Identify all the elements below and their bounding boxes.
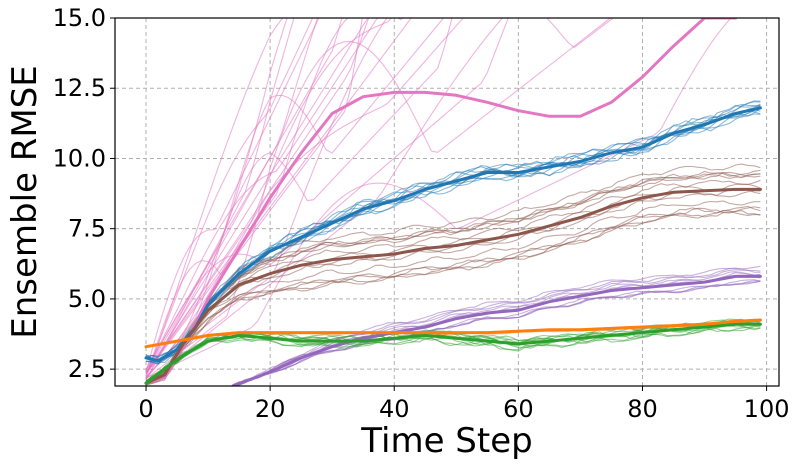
- plot-frame: [114, 17, 780, 387]
- x-axis-label: Time Step: [360, 421, 532, 461]
- x-tick-label: 60: [503, 395, 534, 423]
- ensemble-member-line: [233, 280, 761, 386]
- ensemble-member-line: [145, 18, 504, 384]
- ensemble-member-line: [145, 18, 412, 375]
- ensemble-member-line: [145, 18, 732, 379]
- y-tick-label: 7.5: [68, 215, 106, 243]
- ensemble-member-line: [145, 200, 761, 384]
- x-tick-label: 20: [255, 395, 286, 423]
- ensemble-member-line: [145, 205, 761, 384]
- ensemble-member-line: [145, 163, 761, 384]
- x-tick-label: 100: [744, 395, 790, 423]
- ensemble-member-line: [232, 268, 761, 386]
- ensemble-member-line: [145, 18, 295, 381]
- series-mean-line-3: [231, 274, 762, 386]
- ensemble-member-line: [145, 171, 761, 386]
- ensemble-member-line: [145, 18, 445, 380]
- ensemble-member-line: [145, 18, 509, 373]
- x-axis-ticks: 0 20 40 60 80 100: [138, 386, 789, 423]
- series-mean-line-5: [144, 318, 762, 349]
- ensemble-member-line: [145, 18, 288, 374]
- series-mean-line-4: [144, 322, 762, 385]
- ensemble-member-line: [145, 206, 761, 381]
- ensemble-member-line: [145, 210, 761, 385]
- ensemble-member-line: [232, 269, 761, 386]
- ensemble-member-line: [145, 18, 320, 373]
- series-mean-line-2: [144, 187, 762, 385]
- ensemble-means: [144, 18, 762, 386]
- y-tick-label: 15.0: [53, 4, 106, 32]
- series-mean-line-1: [144, 106, 762, 363]
- ensemble-member-line: [145, 18, 319, 380]
- x-tick-label: 40: [379, 395, 410, 423]
- y-tick-label: 10.0: [53, 144, 106, 172]
- ensemble-member-line: [145, 18, 453, 378]
- ensemble-member-line: [145, 18, 343, 370]
- x-tick-label: 80: [627, 395, 658, 423]
- ensemble-member-line: [145, 100, 761, 365]
- y-tick-label: 12.5: [53, 74, 106, 102]
- ensemble-member-line: [145, 18, 393, 374]
- y-tick-label: 2.5: [68, 355, 106, 383]
- ensemble-member-line: [145, 18, 379, 371]
- x-tick-label: 0: [138, 395, 153, 423]
- ensemble-member-line: [145, 18, 612, 380]
- ensemble-member-line: [145, 18, 370, 375]
- ensemble-member-line: [145, 18, 363, 377]
- series-mean-line-0: [144, 18, 738, 385]
- y-axis-ticks: 2.5 5.0 7.5 10.0 12.5 15.0: [53, 4, 115, 383]
- y-axis-label: Ensemble RMSE: [5, 65, 45, 339]
- ensemble-member-line: [145, 325, 761, 383]
- ensemble-member-line: [145, 18, 284, 379]
- y-tick-label: 5.0: [68, 285, 106, 313]
- ensemble-member-line: [145, 18, 314, 376]
- ensemble-member-line: [145, 169, 761, 383]
- ensemble-member-line: [145, 18, 369, 375]
- ensemble-member-line: [145, 18, 464, 378]
